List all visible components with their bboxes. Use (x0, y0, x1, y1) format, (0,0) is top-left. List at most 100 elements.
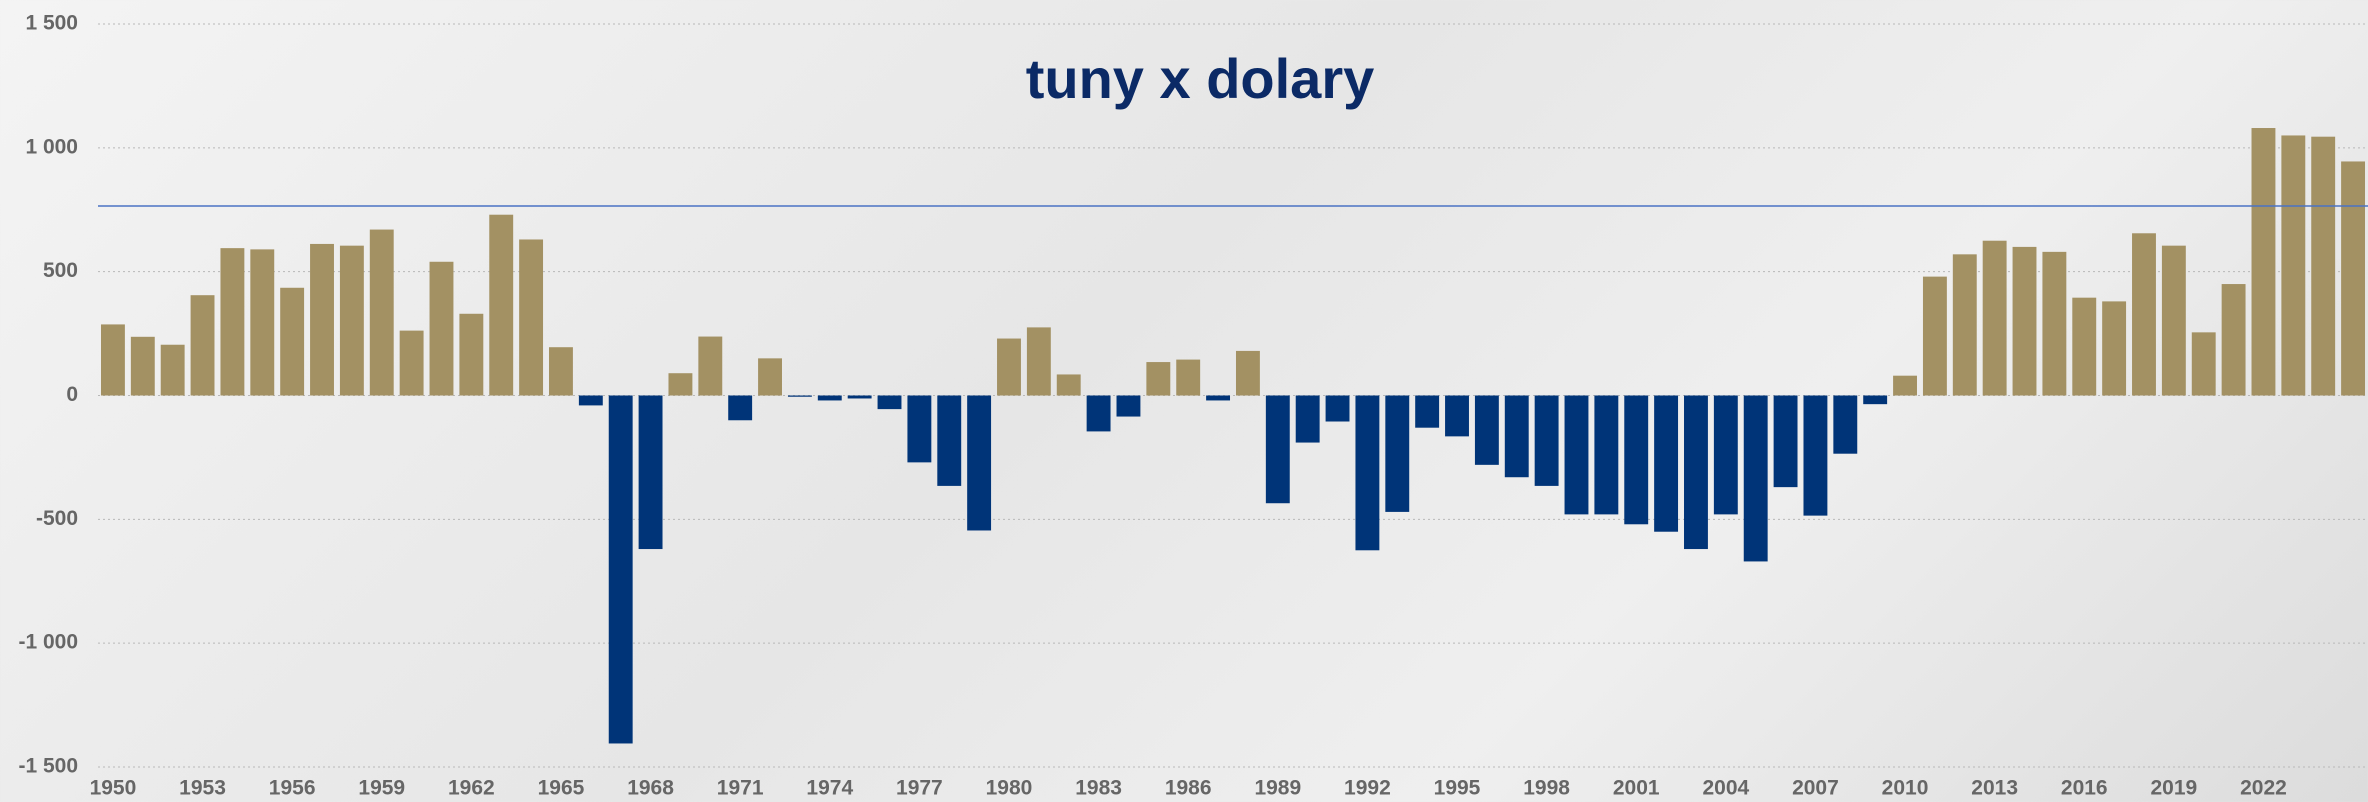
bar (250, 249, 275, 396)
bar (130, 336, 155, 396)
x-tick-label: 2013 (1971, 777, 2018, 800)
bar (1086, 395, 1111, 432)
bar (1474, 395, 1499, 465)
bar (578, 395, 603, 406)
bar (160, 344, 185, 396)
bar (100, 324, 125, 396)
bar (1952, 254, 1977, 396)
x-tick-label: 1989 (1254, 777, 1301, 800)
bar (2072, 297, 2097, 396)
x-tick-label: 2016 (2061, 777, 2108, 800)
bar (1116, 395, 1141, 417)
bar (608, 395, 633, 744)
bar (190, 295, 215, 396)
x-tick-label: 1959 (358, 777, 405, 800)
bar (2221, 284, 2246, 396)
x-tick-label: 1986 (1165, 777, 1212, 800)
bar (489, 214, 514, 396)
bar (2042, 251, 2067, 396)
bar (1922, 276, 1947, 396)
bar (1564, 395, 1589, 515)
bar (817, 395, 842, 401)
bar (668, 373, 693, 396)
x-tick-label: 1953 (179, 777, 226, 800)
bar (2102, 301, 2127, 396)
bar (1295, 395, 1320, 443)
bar (1445, 395, 1469, 437)
bar (1206, 395, 1231, 401)
bar (1176, 359, 1201, 396)
bar (1385, 395, 1410, 512)
y-tick-label: 1 000 (25, 135, 78, 158)
bar (1534, 395, 1559, 486)
bar (1056, 374, 1081, 396)
x-tick-label: 2007 (1792, 777, 1839, 800)
x-tick-label: 1992 (1344, 777, 1391, 800)
chart-title: tuny x dolary (1026, 47, 1375, 110)
x-tick-label: 2001 (1613, 777, 1660, 800)
x-tick-label: 1983 (1075, 777, 1122, 800)
y-tick-label: -1 500 (18, 755, 78, 778)
x-tick-label: 1974 (806, 777, 853, 800)
bar (847, 395, 872, 399)
bar (1594, 395, 1619, 515)
bar (2132, 233, 2156, 396)
x-tick-label: 1956 (269, 777, 316, 800)
bar (280, 287, 305, 396)
bar (339, 245, 364, 396)
bar (787, 395, 812, 397)
bar (1146, 362, 1171, 396)
x-tick-label: 2022 (2240, 777, 2287, 800)
bar (1773, 395, 1798, 488)
bar (1863, 395, 1888, 405)
bar (1325, 395, 1350, 422)
bar (2191, 332, 2216, 396)
y-tick-label: 1 500 (25, 12, 78, 35)
bar (549, 347, 573, 396)
bar (1504, 395, 1529, 478)
x-tick-label: 1995 (1434, 777, 1481, 800)
bar (519, 239, 544, 396)
y-tick-label: -500 (36, 507, 78, 530)
bar (937, 395, 962, 486)
bar (1893, 375, 1917, 396)
bar (1235, 350, 1260, 396)
bar (638, 395, 663, 550)
y-tick-label: 500 (43, 259, 78, 282)
bar (907, 395, 932, 463)
bar (698, 336, 723, 396)
bar (2251, 128, 2276, 396)
x-tick-label: 1950 (90, 777, 137, 800)
bar (997, 338, 1021, 396)
bar (1355, 395, 1380, 551)
bar (1833, 395, 1858, 454)
y-tick-label: 0 (66, 383, 78, 406)
bar (1743, 395, 1768, 562)
x-tick-label: 2004 (1702, 777, 1749, 800)
bar (1415, 395, 1440, 428)
x-tick-label: 1980 (986, 777, 1033, 800)
bar (1265, 395, 1290, 504)
y-tick-label: -1 000 (18, 631, 78, 654)
bar (399, 330, 424, 396)
bar (369, 229, 394, 396)
x-tick-label: 1977 (896, 777, 943, 800)
bar (877, 395, 902, 410)
bar (2012, 246, 2037, 396)
bar (429, 261, 454, 396)
bar (1026, 327, 1051, 396)
bar (728, 395, 753, 421)
bar (310, 243, 334, 396)
bar (1684, 395, 1708, 550)
x-tick-label: 2019 (2150, 777, 2197, 800)
bar (220, 248, 245, 396)
x-tick-label: 1998 (1523, 777, 1570, 800)
bar (2161, 245, 2186, 396)
x-tick-label: 2010 (1882, 777, 1929, 800)
bar (2281, 135, 2306, 396)
bar (1803, 395, 1828, 516)
bar (1624, 395, 1649, 525)
bar (459, 313, 484, 396)
bar (2341, 161, 2366, 396)
